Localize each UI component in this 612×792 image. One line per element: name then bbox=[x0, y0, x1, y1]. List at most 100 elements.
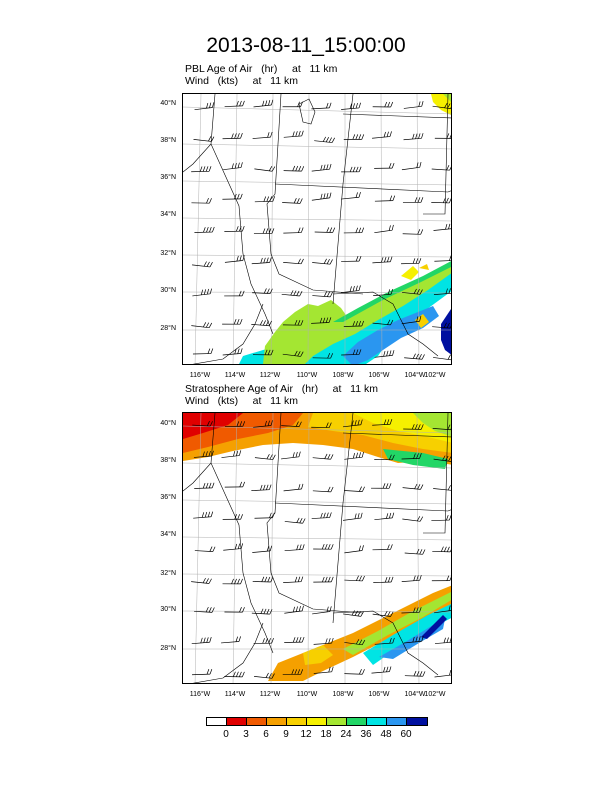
wind-barb bbox=[253, 638, 274, 644]
wind-barb bbox=[281, 421, 302, 427]
pbl-age-map bbox=[183, 94, 451, 364]
wind-barb bbox=[282, 101, 303, 108]
wind-barb bbox=[372, 610, 394, 617]
p1-lon-label: 102°W bbox=[424, 372, 446, 379]
wind-barb bbox=[193, 511, 214, 519]
wind-barb bbox=[224, 226, 245, 232]
wind-barb bbox=[401, 258, 422, 265]
wind-barb bbox=[283, 483, 304, 492]
wind-barb bbox=[194, 546, 216, 552]
wind-barb bbox=[224, 671, 245, 678]
wind-barb bbox=[221, 636, 241, 644]
wind-barb bbox=[222, 133, 243, 140]
wind-barb bbox=[374, 637, 395, 645]
wind-barb bbox=[283, 258, 304, 265]
wind-barb bbox=[433, 485, 451, 491]
wind-barb bbox=[432, 322, 451, 329]
p2-lon-label: 106°W bbox=[368, 691, 390, 698]
wind-barb bbox=[282, 669, 304, 675]
wind-barb bbox=[432, 102, 451, 110]
p2-lat-label: 28°N bbox=[160, 645, 176, 652]
wind-barb bbox=[312, 606, 332, 615]
wind-barb bbox=[251, 257, 272, 265]
wind-barb bbox=[434, 255, 451, 262]
wind-barb bbox=[402, 197, 424, 203]
colorbar-label: 48 bbox=[380, 729, 392, 740]
wind-barb bbox=[433, 354, 451, 361]
wind-barb bbox=[222, 319, 243, 325]
colorbar-swatch bbox=[247, 718, 267, 725]
p2-lon-label: 114°W bbox=[224, 691, 246, 698]
wind-barb bbox=[314, 227, 336, 233]
wind-barb bbox=[371, 483, 392, 489]
wind-barb bbox=[312, 291, 333, 298]
wind-barb bbox=[311, 512, 332, 519]
wind-barb bbox=[222, 578, 243, 585]
wind-barb bbox=[223, 162, 243, 171]
wind-barb bbox=[342, 512, 363, 521]
wind-barb bbox=[223, 543, 244, 551]
stratosphere-age-map-panel bbox=[182, 412, 452, 684]
wind-barb bbox=[284, 605, 304, 614]
wind-barb bbox=[343, 227, 365, 234]
p2-lat-label: 32°N bbox=[160, 570, 176, 577]
wind-barb bbox=[434, 605, 451, 614]
wind-barb bbox=[191, 322, 213, 329]
wind-barb bbox=[404, 548, 426, 555]
wind-barb bbox=[254, 672, 275, 679]
wind-barb bbox=[434, 133, 451, 139]
wind-barb bbox=[432, 546, 451, 553]
wind-barb bbox=[252, 576, 274, 583]
wind-barb bbox=[192, 288, 212, 297]
wind-barb bbox=[341, 285, 361, 293]
wind-barb bbox=[254, 512, 275, 519]
p1-lat-label: 34°N bbox=[160, 211, 176, 218]
p2-lon-label: 116°W bbox=[189, 691, 211, 698]
wind-barb bbox=[404, 353, 425, 360]
panel1-title-line1: PBL Age of Air (hr) at 11 km bbox=[185, 63, 338, 75]
wind-barb bbox=[254, 454, 276, 460]
wind-barb bbox=[372, 256, 393, 264]
wind-barb bbox=[344, 486, 365, 492]
wind-barb bbox=[222, 348, 243, 356]
p2-lat-label: 36°N bbox=[160, 494, 176, 501]
p2-lat-label: 30°N bbox=[160, 606, 176, 613]
colorbar-swatch bbox=[227, 718, 247, 725]
wind-barb bbox=[311, 192, 332, 201]
wind-barb bbox=[342, 610, 364, 617]
wind-barb bbox=[403, 424, 424, 430]
wind-barb bbox=[372, 319, 394, 326]
wind-barb bbox=[284, 517, 306, 524]
wind-barb bbox=[254, 165, 276, 172]
wind-barb bbox=[374, 162, 395, 169]
wind-barb bbox=[401, 162, 422, 171]
wind-barb bbox=[344, 545, 364, 554]
wind-barb bbox=[372, 101, 394, 108]
wind-barb bbox=[222, 193, 243, 200]
wind-barb bbox=[341, 191, 361, 200]
wind-barb bbox=[402, 483, 424, 490]
wind-barb bbox=[283, 165, 305, 172]
wind-barb bbox=[313, 666, 334, 674]
wind-barb bbox=[431, 164, 451, 171]
wind-barb bbox=[251, 320, 272, 327]
colorbar-label: 3 bbox=[243, 729, 249, 740]
wind-barb bbox=[283, 130, 304, 138]
colorbar-swatch bbox=[407, 718, 427, 725]
wind-barb bbox=[343, 320, 364, 327]
wind-barb bbox=[313, 637, 334, 645]
p2-lon-label: 112°W bbox=[259, 691, 281, 698]
panel2-title-line1: Stratosphere Age of Air (hr) at 11 km bbox=[185, 383, 378, 395]
wind-barb bbox=[374, 350, 395, 358]
wind-barb bbox=[192, 420, 213, 427]
wind-barb bbox=[254, 196, 276, 203]
wind-barb bbox=[281, 451, 301, 460]
wind-barb bbox=[401, 315, 422, 325]
wind-barb bbox=[372, 419, 393, 426]
wind-barb bbox=[431, 575, 451, 582]
wind-barb bbox=[374, 454, 395, 461]
p1-lon-label: 116°W bbox=[189, 372, 211, 379]
wind-barb bbox=[252, 545, 273, 553]
wind-barb bbox=[403, 101, 424, 109]
wind-barb bbox=[224, 607, 245, 613]
